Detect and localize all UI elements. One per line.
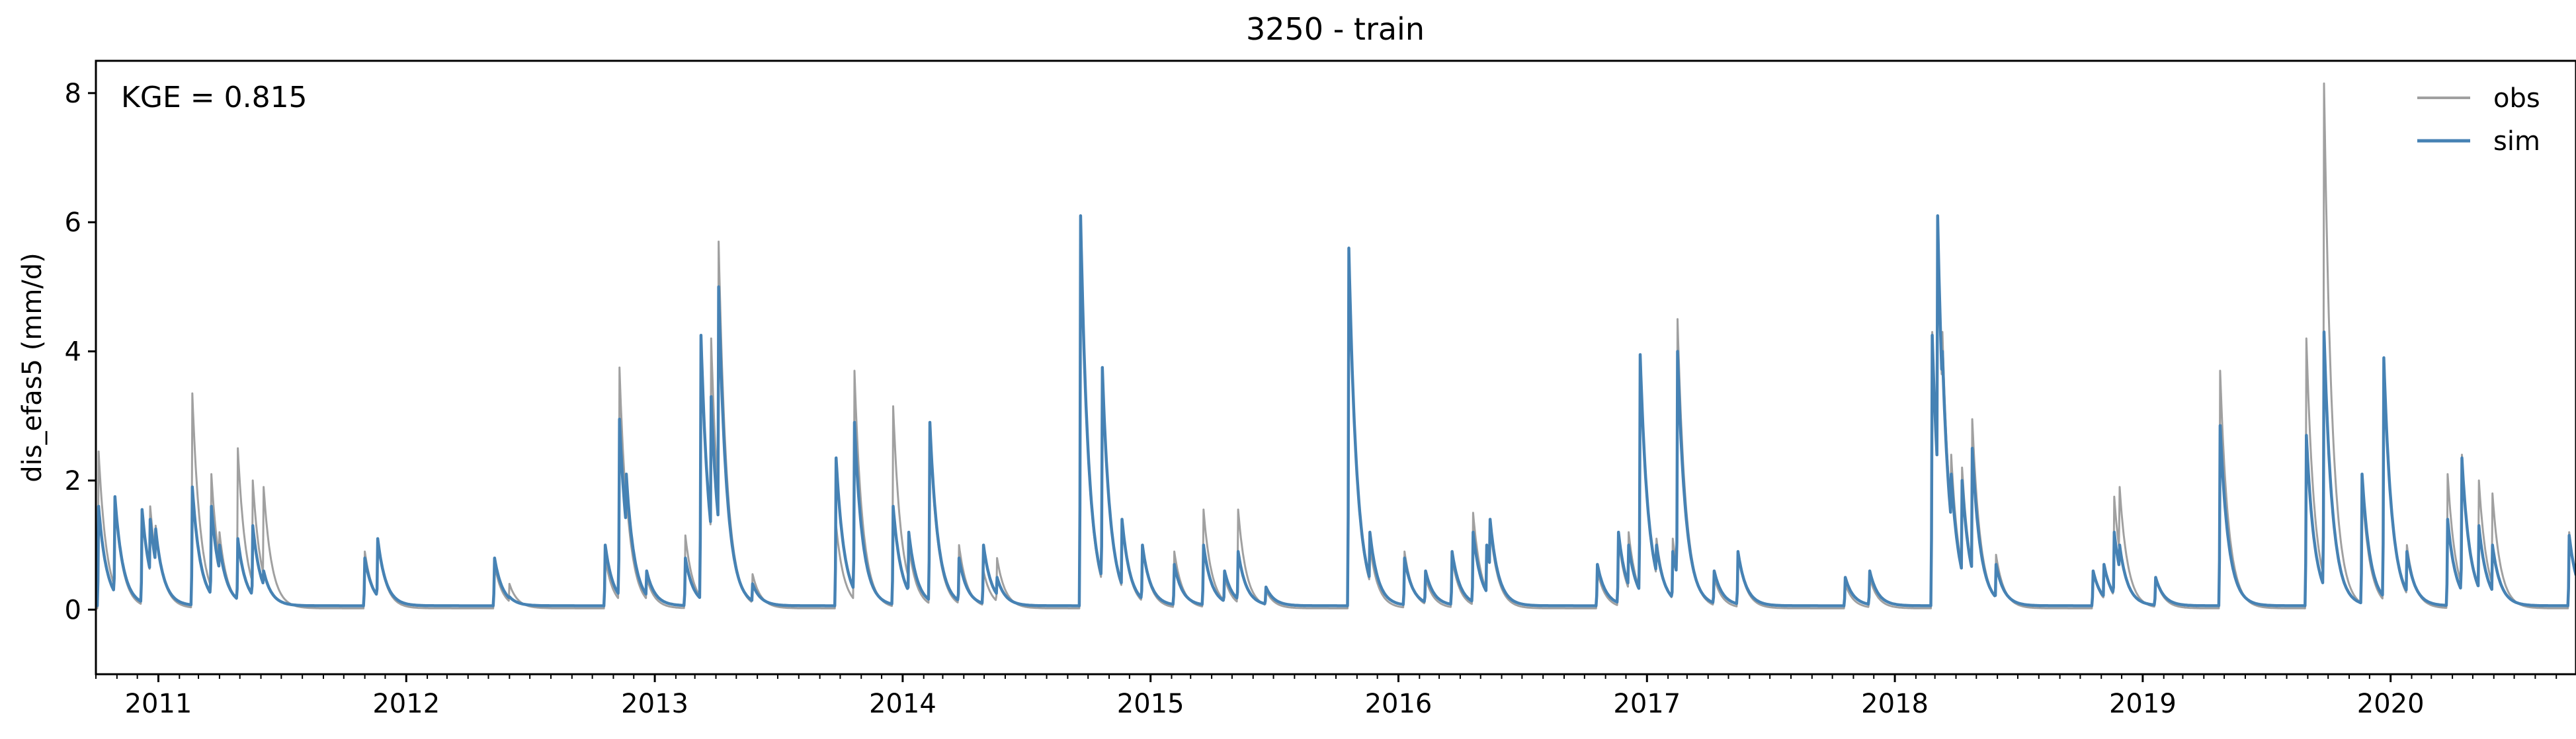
kge-annotation: KGE = 0.815 (121, 81, 308, 114)
plot-lines (95, 82, 2576, 609)
y-tick-label: 4 (65, 337, 81, 368)
legend-obs-label: obs (2493, 83, 2540, 114)
x-tick-label: 2015 (1117, 689, 1184, 719)
series-line-obs (95, 82, 2576, 609)
y-axis-label: dis_efas5 (mm/d) (17, 253, 48, 483)
y-tick-label: 8 (65, 79, 81, 109)
y-axis: 0 2 4 6 8 (65, 79, 96, 625)
y-tick-label: 2 (65, 466, 81, 496)
legend-sim-label: sim (2493, 126, 2540, 157)
x-tick-label: 2017 (1613, 689, 1681, 719)
x-tick-label: 2012 (372, 689, 440, 719)
x-tick-label: 2014 (869, 689, 936, 719)
x-axis: 2011 2012 2013 2014 2015 2016 2017 2018 2019 2020 (95, 674, 2557, 719)
chart-title: 3250 - train (1246, 11, 1425, 47)
y-tick-label: 0 (65, 595, 81, 625)
plot-frame (95, 59, 2576, 676)
legend: obs sim (2417, 83, 2540, 157)
x-tick-label: 2016 (1365, 689, 1433, 719)
y-tick-label: 6 (65, 208, 81, 238)
series-line-sim (95, 214, 2576, 607)
x-tick-label: 2020 (2357, 689, 2425, 719)
x-tick-label: 2013 (621, 689, 688, 719)
x-tick-label: 2019 (2109, 689, 2177, 719)
x-tick-label: 2018 (1861, 689, 1929, 719)
x-tick-label: 2011 (125, 689, 192, 719)
